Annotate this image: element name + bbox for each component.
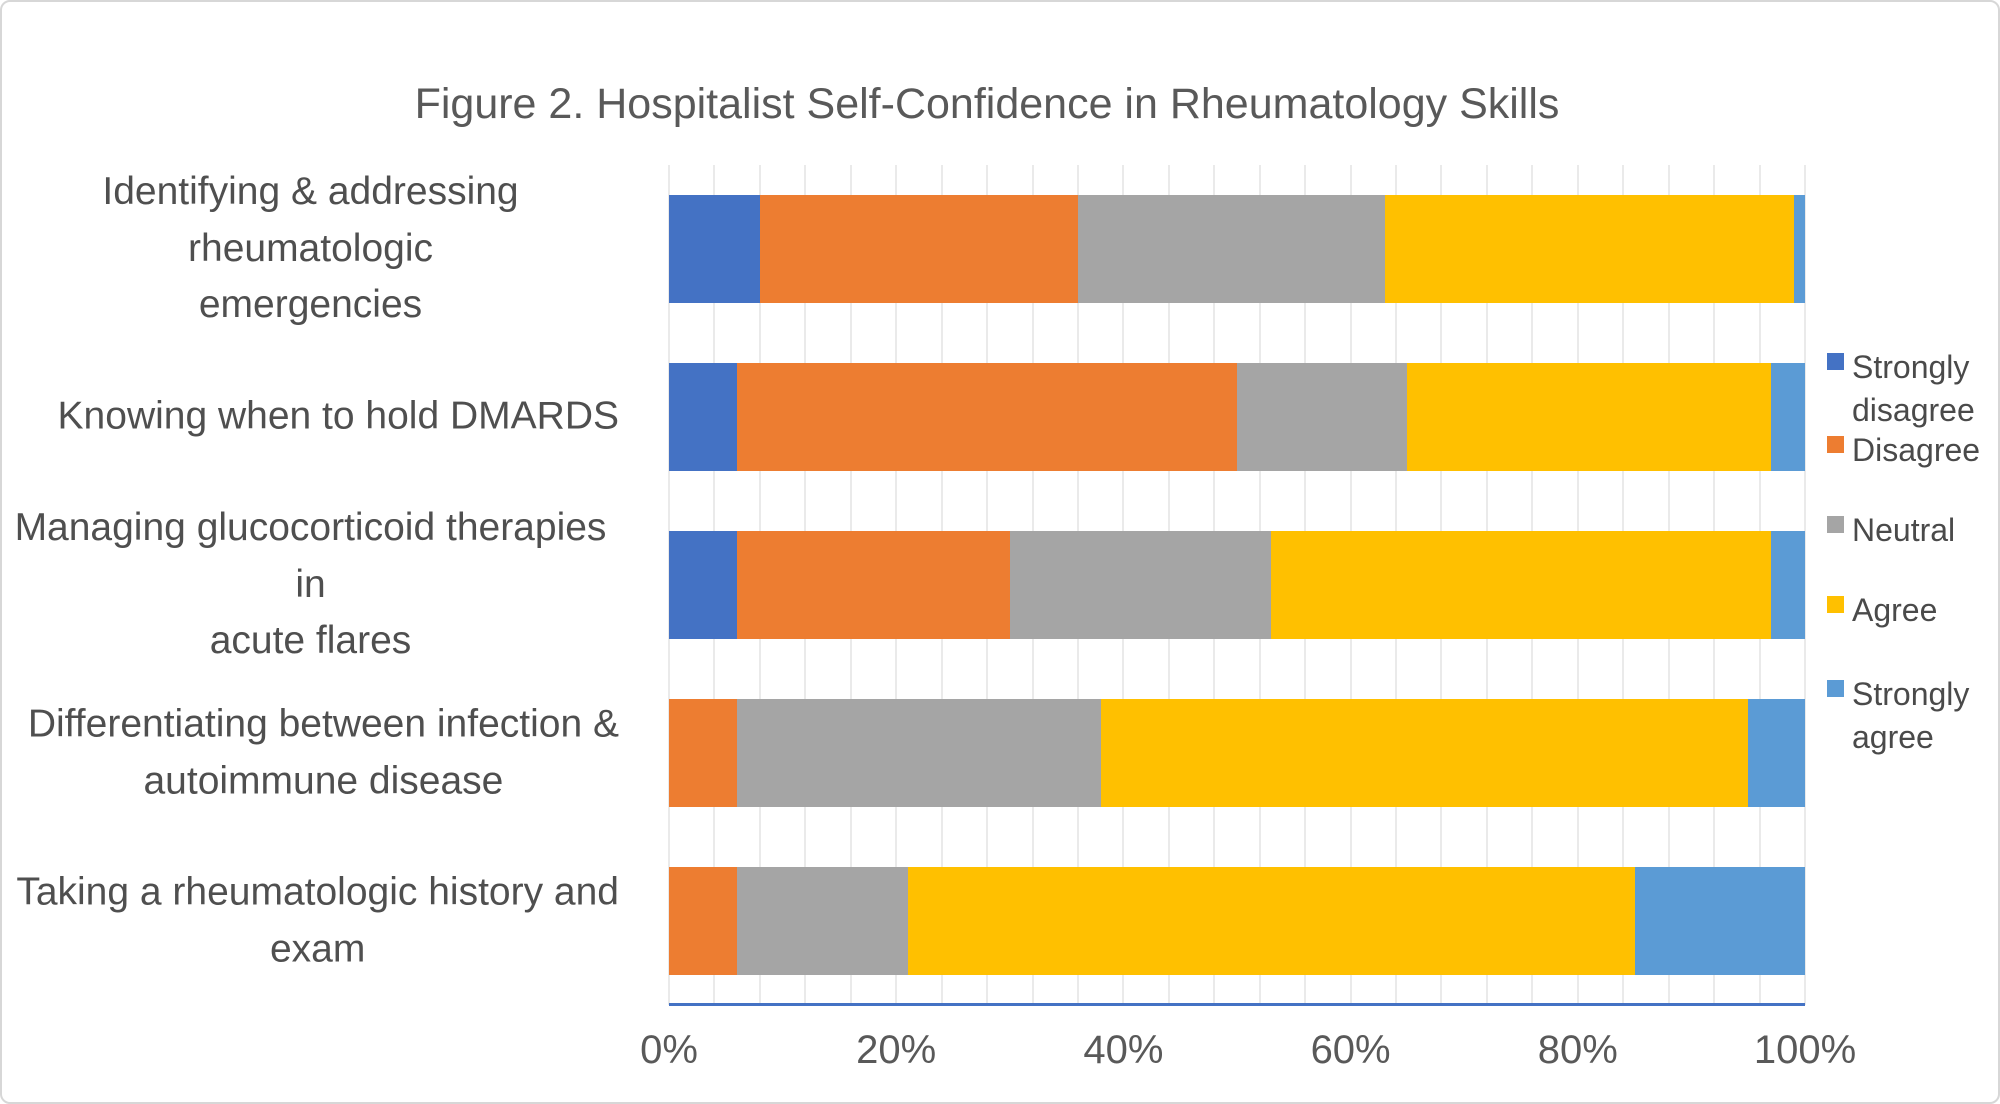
bar-segment-disagree — [669, 867, 738, 975]
legend-swatch-strongly-disagree — [1827, 353, 1844, 370]
x-axis-tick-label: 80% — [1537, 1028, 1618, 1072]
bar-segment-neutral — [1009, 531, 1272, 639]
category-label: Differentiating between infection & autoi… — [2, 696, 619, 809]
x-axis-tick-label: 0% — [640, 1028, 698, 1072]
legend-swatch-neutral — [1827, 516, 1844, 533]
legend-item-strongly-disagree: Strongly disagree — [1827, 346, 1975, 432]
chart-title: Figure 2. Hospitalist Self-Confidence in… — [414, 80, 1560, 128]
x-axis-tick-label: 20% — [856, 1028, 937, 1072]
bar-segment-strongly-disagree — [669, 195, 760, 303]
category-label-text: Knowing when to hold DMARDS — [57, 394, 619, 438]
bar-row — [669, 531, 1805, 639]
legend-item-strongly-agree: Strongly agree — [1827, 673, 1969, 759]
legend-label: Disagree — [1852, 432, 1981, 468]
category-label: Managing glucocorticoid therapies in acut… — [2, 500, 619, 670]
legend: Strongly disagree Disagree Neutral Agree Stro… — [1827, 2, 1998, 1102]
legend-swatch-strongly-agree — [1827, 680, 1844, 697]
legend-label: Strongly disagree — [1852, 349, 1975, 428]
category-label-text: Differentiating between infection & autoi… — [27, 702, 619, 802]
bar-segment-disagree — [737, 363, 1237, 471]
bar-segment-agree — [1384, 195, 1794, 303]
bar-segment-agree — [1271, 531, 1771, 639]
bar-segment-disagree — [669, 699, 738, 807]
bar-segment-neutral — [1236, 363, 1408, 471]
plot-area — [668, 165, 1806, 1005]
bar-segment-agree — [907, 867, 1635, 975]
bar-segment-agree — [1407, 363, 1771, 471]
x-axis-tick-label: 100% — [1753, 1028, 1857, 1072]
legend-item-neutral: Neutral — [1827, 509, 1955, 552]
bar-segment-neutral — [737, 867, 908, 975]
legend-item-disagree: Disagree — [1827, 429, 1980, 472]
category-label: Taking a rheumatologic history and exam — [2, 864, 619, 977]
bar-segment-strongly-agree — [1770, 363, 1805, 471]
bar-segment-agree — [1100, 699, 1749, 807]
minor-gridline — [1804, 165, 1806, 1005]
x-axis-tick-label: 60% — [1310, 1028, 1391, 1072]
legend-swatch-agree — [1827, 596, 1844, 613]
bar-row — [669, 699, 1805, 807]
bar-segment-strongly-disagree — [669, 363, 738, 471]
category-label: Identifying & addressing rheumatologic em… — [2, 164, 619, 334]
legend-item-agree: Agree — [1827, 589, 1937, 632]
bar-segment-neutral — [1077, 195, 1385, 303]
legend-swatch-disagree — [1827, 436, 1844, 453]
x-axis-tick-label: 40% — [1083, 1028, 1164, 1072]
bar-segment-strongly-agree — [1634, 867, 1805, 975]
x-axis-tick-labels: 0% 20% 40% 60% 80% 100% — [640, 1028, 1856, 1084]
x-axis-line — [669, 1003, 1805, 1006]
bar-row — [669, 195, 1805, 303]
legend-label: Agree — [1852, 592, 1938, 628]
bar-segment-disagree — [759, 195, 1078, 303]
bar-segment-strongly-agree — [1770, 531, 1805, 639]
bar-segment-strongly-agree — [1748, 699, 1805, 807]
legend-label: Strongly agree — [1852, 676, 1970, 755]
bar-segment-strongly-disagree — [669, 531, 738, 639]
category-label-text: Managing glucocorticoid therapies in acut… — [14, 506, 607, 663]
category-label-text: Identifying & addressing rheumatologic em… — [102, 170, 519, 327]
legend-label: Neutral — [1852, 512, 1956, 548]
category-label-text: Taking a rheumatologic history and exam — [16, 870, 619, 970]
bar-row — [669, 363, 1805, 471]
bar-row — [669, 867, 1805, 975]
category-axis-labels: Identifying & addressing rheumatologic em… — [2, 2, 619, 1102]
bar-segment-disagree — [737, 531, 1010, 639]
bar-segment-strongly-agree — [1793, 195, 1805, 303]
bar-segment-neutral — [737, 699, 1101, 807]
category-label: Knowing when to hold DMARDS — [2, 389, 619, 446]
